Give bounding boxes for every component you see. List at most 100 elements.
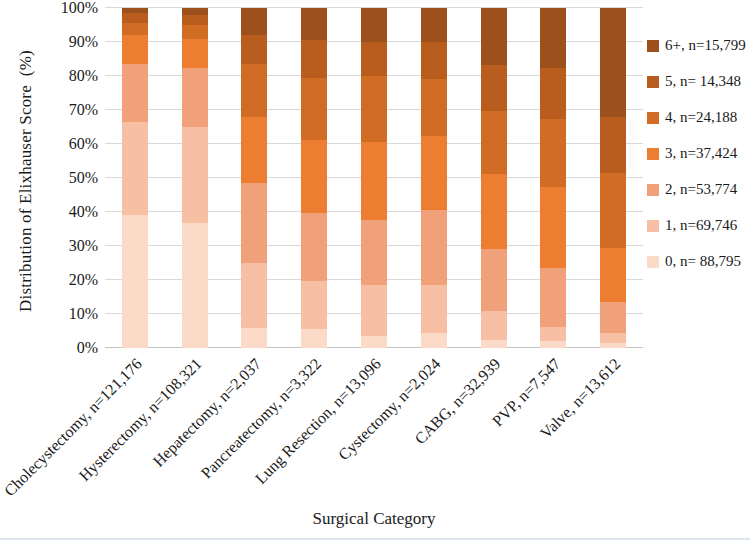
bar-segment-score-2 — [540, 268, 566, 326]
legend-item-score-2: 2, n=53,774 — [647, 182, 746, 197]
bar-segment-score-5 — [241, 35, 267, 65]
bar-segment-score-1 — [301, 281, 327, 329]
bar-segment-score-3 — [481, 174, 507, 249]
bar-segment-score-0 — [421, 333, 447, 348]
legend-label: 0, n= 88,795 — [665, 254, 741, 269]
plot-area — [105, 8, 643, 348]
bar-segment-score-0 — [122, 215, 148, 348]
legend-label: 4, n=24,188 — [665, 110, 737, 125]
legend-swatch-icon — [647, 148, 659, 160]
bar-segment-score-4 — [600, 173, 626, 248]
bar-segment-score-4 — [182, 25, 208, 40]
bar-segment-score-6plus — [182, 8, 208, 15]
bar-segment-score-2 — [600, 302, 626, 333]
stacked-bar — [122, 8, 148, 348]
legend-swatch-icon — [647, 76, 659, 88]
bar-segment-score-1 — [361, 285, 387, 337]
legend-swatch-icon — [647, 40, 659, 52]
bar-segment-score-2 — [182, 68, 208, 127]
bar-segment-score-5 — [182, 15, 208, 25]
bar-segment-score-1 — [241, 263, 267, 328]
bar-segment-score-0 — [241, 328, 267, 348]
legend-label: 1, n=69,746 — [665, 218, 737, 233]
x-axis-category-label-text: Hepatectomy, n=2,037 — [150, 355, 265, 470]
bar-segment-score-0 — [481, 340, 507, 348]
bar-segment-score-5 — [361, 42, 387, 76]
y-axis-tick-label: 20% — [69, 272, 98, 288]
stacked-bar — [361, 8, 387, 348]
bar-segment-score-1 — [600, 333, 626, 343]
bar-segment-score-4 — [241, 64, 267, 117]
bar-segment-score-5 — [600, 117, 626, 173]
bar-segment-score-0 — [361, 336, 387, 348]
bar-segment-score-3 — [122, 35, 148, 64]
legend-item-score-5: 5, n= 14,348 — [647, 74, 746, 89]
y-axis-tick-label: 0% — [77, 340, 98, 356]
y-axis-tick-labels: 0%10%20%30%40%50%60%70%80%90%100% — [0, 8, 98, 348]
legend-item-score-3: 3, n=37,424 — [647, 146, 746, 161]
bar-segment-score-1 — [540, 327, 566, 342]
stacked-bar — [241, 8, 267, 348]
legend-item-score-6plus: 6+, n=15,799 — [647, 38, 746, 53]
bar-segment-score-6plus — [241, 8, 267, 35]
bar-segment-score-5 — [421, 42, 447, 79]
bar-segment-score-0 — [301, 329, 327, 348]
bar-segment-score-4 — [361, 76, 387, 142]
bar-segment-score-3 — [241, 117, 267, 183]
legend-item-score-4: 4, n=24,188 — [647, 110, 746, 125]
legend: 6+, n=15,799 5, n= 14,348 4, n=24,188 3, n=… — [647, 38, 746, 290]
bar-segment-score-3 — [361, 142, 387, 221]
legend-label: 5, n= 14,348 — [665, 74, 741, 89]
bar-segment-score-6plus — [481, 8, 507, 65]
bar-segment-score-4 — [481, 111, 507, 174]
bar-segment-score-4 — [421, 79, 447, 136]
bar-segment-score-3 — [182, 39, 208, 68]
bar-segment-score-2 — [361, 220, 387, 285]
stacked-bar — [421, 8, 447, 348]
bar-segment-score-5 — [301, 40, 327, 77]
y-axis-tick-label: 100% — [61, 0, 98, 16]
bar-segment-score-6plus — [540, 8, 566, 68]
bar-segment-score-2 — [301, 213, 327, 281]
y-axis-tick-label: 40% — [69, 204, 98, 220]
stacked-bar — [481, 8, 507, 348]
bar-segment-score-2 — [241, 183, 267, 263]
bar-segment-score-1 — [122, 122, 148, 216]
x-axis-category-label-text: Cystectomy, n=2,024 — [335, 355, 444, 464]
bar-segment-score-2 — [421, 210, 447, 285]
bar-segment-score-4 — [122, 23, 148, 36]
bar-segment-score-5 — [540, 68, 566, 119]
bar-segment-score-1 — [481, 311, 507, 340]
legend-swatch-icon — [647, 256, 659, 268]
bar-segment-score-2 — [481, 249, 507, 311]
bar-segment-score-3 — [421, 136, 447, 210]
bar-segment-score-6plus — [421, 8, 447, 42]
y-axis-tick-label: 70% — [69, 102, 98, 118]
bar-segment-score-6plus — [301, 8, 327, 40]
x-axis-category-label-text: Pancreatectomy, n=3,322 — [198, 355, 325, 482]
bar-segment-score-1 — [421, 285, 447, 333]
stacked-bar-chart-figure: Distribution of Elixhauser Score (%) 0%1… — [0, 0, 750, 540]
bar-segment-score-6plus — [600, 8, 626, 117]
bar-segment-score-2 — [122, 64, 148, 122]
bar-segment-score-1 — [182, 127, 208, 223]
bar-segment-score-5 — [122, 13, 148, 22]
y-axis-tick-label: 90% — [69, 34, 98, 50]
bar-segment-score-0 — [182, 223, 208, 348]
bar-segment-score-0 — [600, 343, 626, 348]
legend-item-score-0: 0, n= 88,795 — [647, 254, 746, 269]
y-axis-tick-label: 10% — [69, 306, 98, 322]
y-axis-tick-label: 50% — [69, 170, 98, 186]
bar-segment-score-0 — [540, 341, 566, 348]
bar-segment-score-5 — [481, 65, 507, 111]
x-axis-category-labels: Cholecystectomy, n=121,176Hysterectomy, … — [105, 351, 643, 501]
bar-segment-score-3 — [301, 140, 327, 213]
bar-segment-score-6plus — [361, 8, 387, 42]
bar-segment-score-4 — [540, 119, 566, 187]
y-axis-tick-label: 80% — [69, 68, 98, 84]
y-axis-tick-label: 60% — [69, 136, 98, 152]
stacked-bar — [182, 8, 208, 348]
stacked-bar — [301, 8, 327, 348]
legend-swatch-icon — [647, 184, 659, 196]
stacked-bar — [600, 8, 626, 348]
